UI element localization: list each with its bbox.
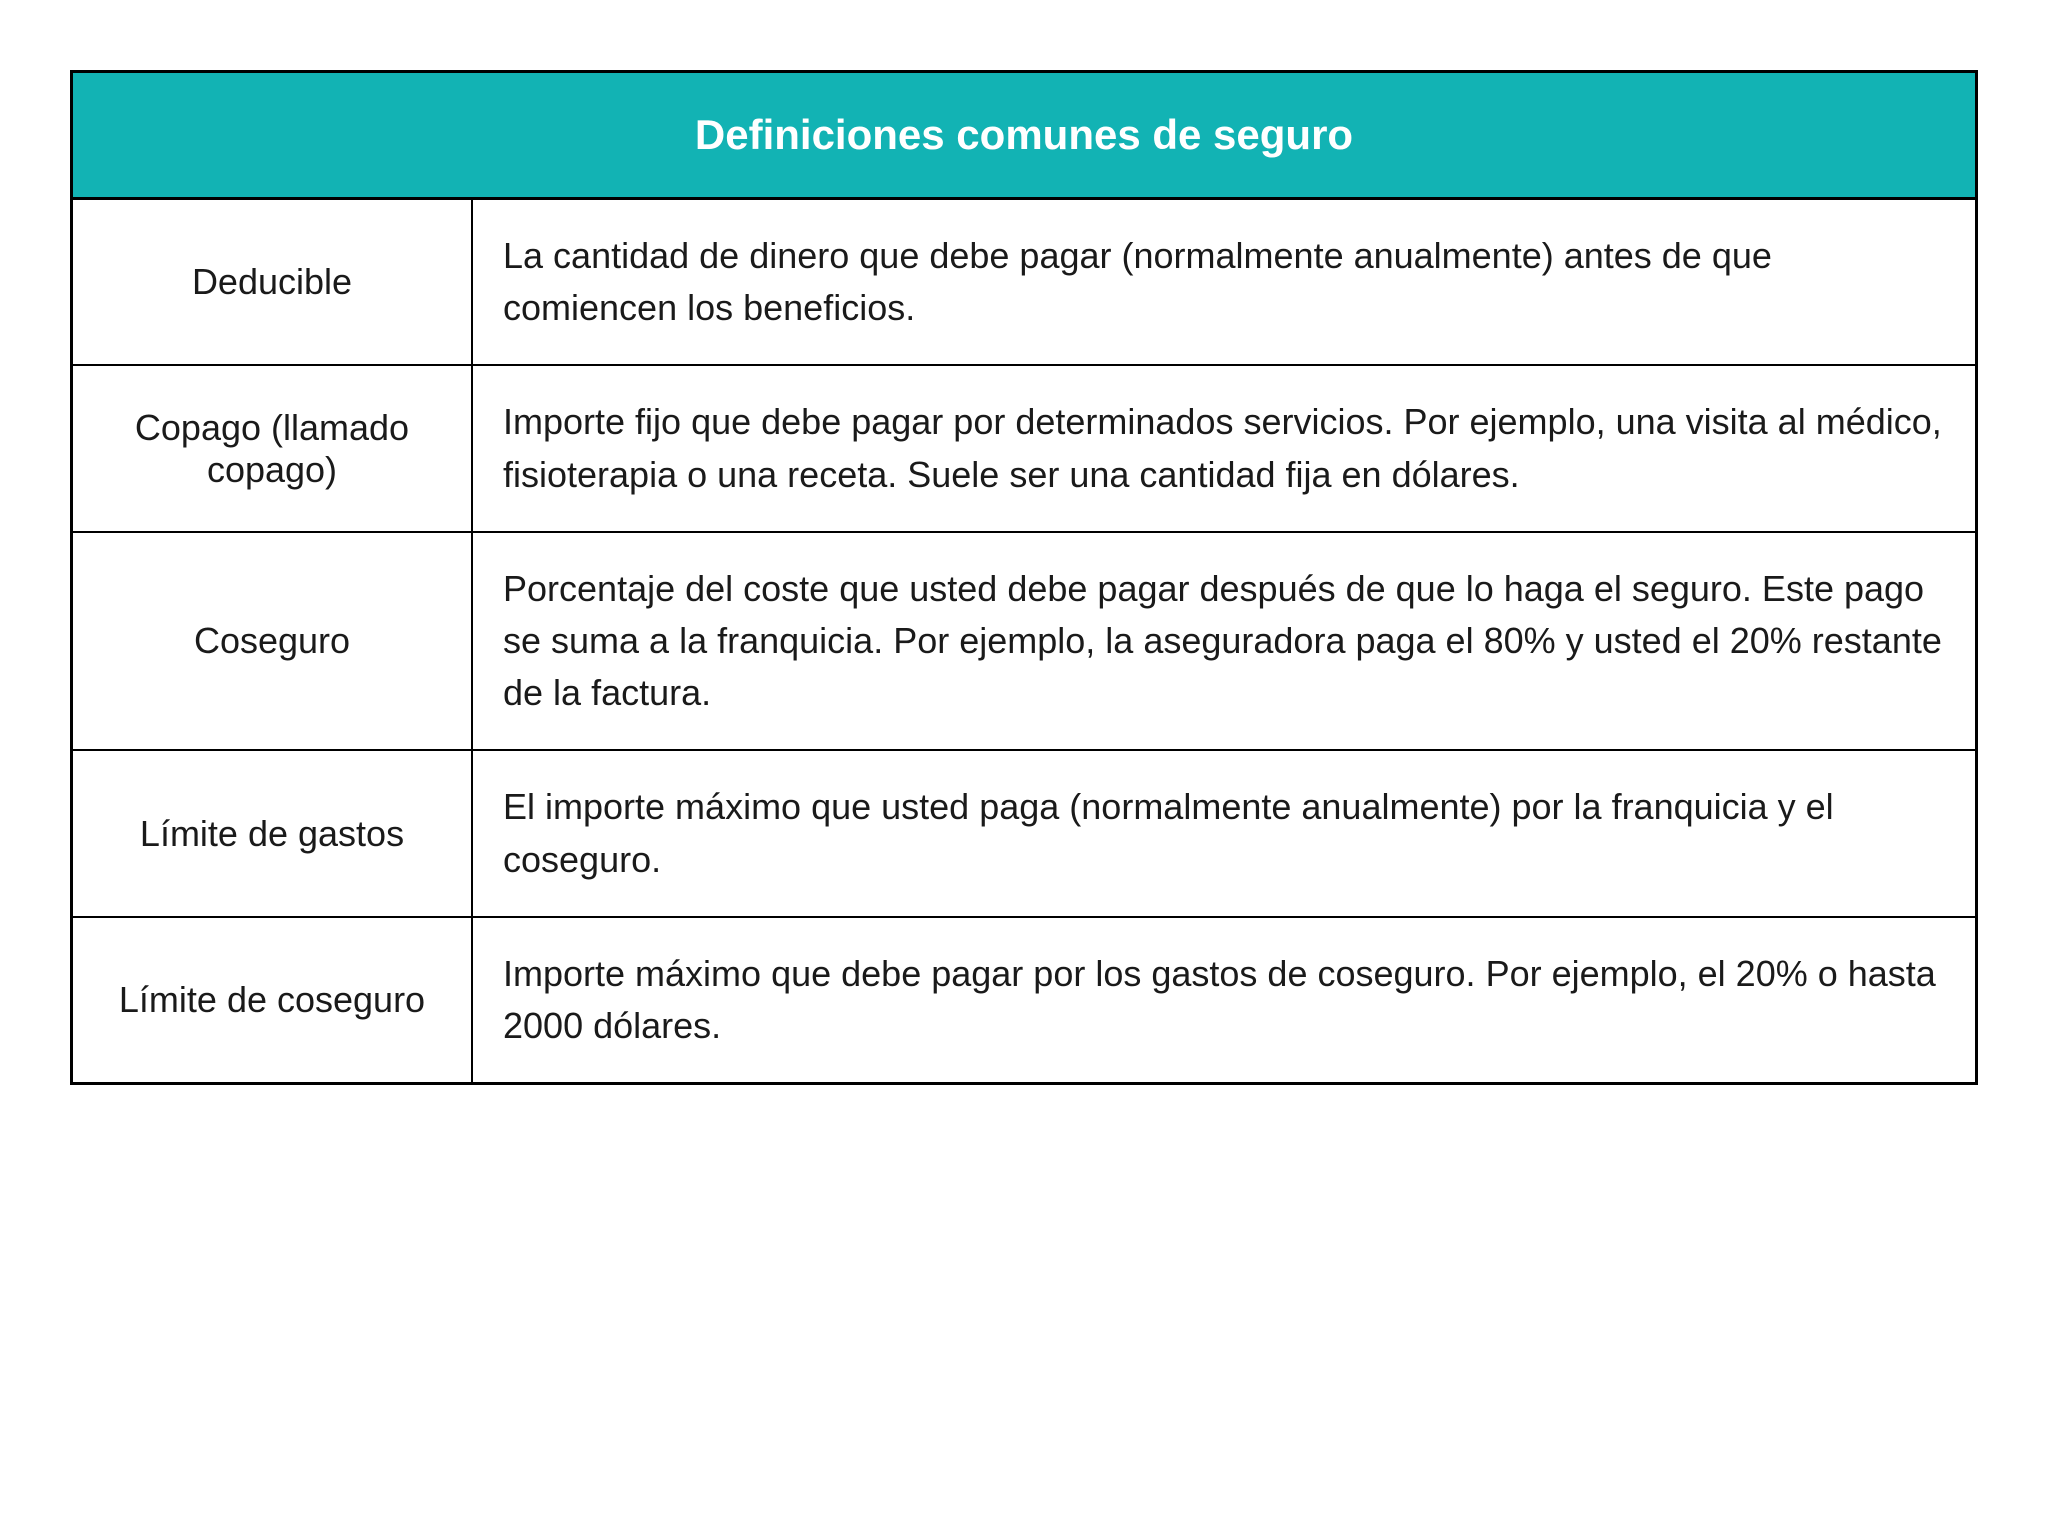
term-cell: Coseguro: [73, 533, 473, 750]
definition-text: Porcentaje del coste que usted debe paga…: [503, 563, 1945, 720]
term-text: Límite de coseguro: [119, 979, 425, 1021]
definition-text: El importe máximo que usted paga (normal…: [503, 781, 1945, 885]
table-row: Copago (llamado copago) Importe fijo que…: [73, 366, 1975, 532]
term-text: Coseguro: [194, 620, 350, 662]
term-cell: Deducible: [73, 200, 473, 364]
table-header: Definiciones comunes de seguro: [73, 73, 1975, 200]
definition-cell: Importe fijo que debe pagar por determin…: [473, 366, 1975, 530]
term-cell: Copago (llamado copago): [73, 366, 473, 530]
header-title: Definiciones comunes de seguro: [695, 111, 1353, 158]
definition-text: Importe máximo que debe pagar por los ga…: [503, 948, 1945, 1052]
table-row: Coseguro Porcentaje del coste que usted …: [73, 533, 1975, 752]
definitions-table: Definiciones comunes de seguro Deducible…: [70, 70, 1978, 1085]
term-cell: Límite de gastos: [73, 751, 473, 915]
term-cell: Límite de coseguro: [73, 918, 473, 1082]
term-text: Copago (llamado copago): [97, 407, 447, 491]
definition-cell: Porcentaje del coste que usted debe paga…: [473, 533, 1975, 750]
definition-cell: Importe máximo que debe pagar por los ga…: [473, 918, 1975, 1082]
term-text: Límite de gastos: [140, 813, 404, 855]
table-row: Límite de gastos El importe máximo que u…: [73, 751, 1975, 917]
definition-cell: El importe máximo que usted paga (normal…: [473, 751, 1975, 915]
term-text: Deducible: [192, 261, 352, 303]
definition-text: Importe fijo que debe pagar por determin…: [503, 396, 1945, 500]
table-row: Deducible La cantidad de dinero que debe…: [73, 200, 1975, 366]
table-row: Límite de coseguro Importe máximo que de…: [73, 918, 1975, 1082]
definition-text: La cantidad de dinero que debe pagar (no…: [503, 230, 1945, 334]
definition-cell: La cantidad de dinero que debe pagar (no…: [473, 200, 1975, 364]
